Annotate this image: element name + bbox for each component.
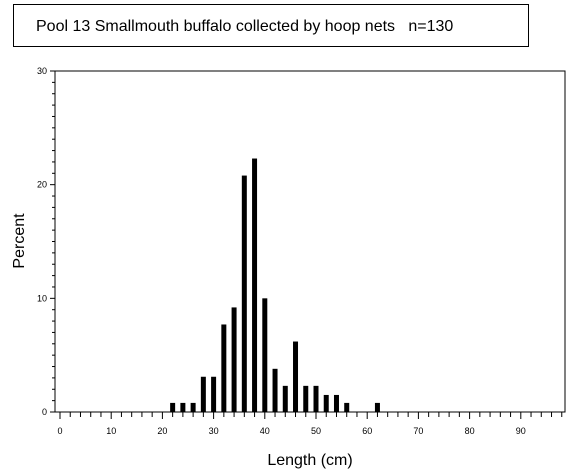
plot-frame: [54, 70, 566, 413]
histogram-bar: [374, 402, 380, 412]
histogram-bar: [170, 402, 176, 412]
histogram-bar: [211, 376, 217, 412]
histogram-bar: [231, 307, 237, 412]
histogram-bar: [252, 158, 258, 412]
histogram-bar: [272, 368, 278, 412]
histogram-bar: [344, 402, 350, 412]
x-tick-label: 70: [413, 426, 423, 436]
x-tick-label: 40: [260, 426, 270, 436]
histogram-bar: [293, 341, 299, 412]
histogram-bar: [221, 324, 227, 412]
histogram-bar: [313, 385, 319, 412]
histogram-bar: [190, 402, 196, 412]
histogram-bar: [282, 385, 288, 412]
y-tick-label: 0: [42, 407, 47, 417]
x-tick-label: 10: [106, 426, 116, 436]
histogram-bar: [262, 298, 268, 412]
y-tick-label: 20: [37, 180, 47, 190]
x-axis-label: Length (cm): [267, 452, 352, 469]
x-tick-label: 90: [516, 426, 526, 436]
y-tick-label: 10: [37, 293, 47, 303]
histogram-bar: [241, 175, 247, 412]
histogram-bar: [333, 394, 339, 412]
histogram-bar: [200, 376, 206, 412]
x-tick-label: 0: [57, 426, 62, 436]
x-tick-label: 60: [362, 426, 372, 436]
x-tick-label: 30: [209, 426, 219, 436]
histogram-bar: [180, 402, 186, 412]
x-tick-label: 20: [157, 426, 167, 436]
y-tick-label: 30: [37, 66, 47, 76]
chart-title: Pool 13 Smallmouth buffalo collected by …: [36, 18, 454, 35]
histogram-bar: [303, 385, 309, 412]
y-axis-label: Percent: [11, 213, 28, 269]
histogram-bar: [323, 394, 329, 412]
x-tick-label: 50: [311, 426, 321, 436]
x-tick-label: 80: [465, 426, 475, 436]
chart-title-box: Pool 13 Smallmouth buffalo collected by …: [13, 4, 529, 47]
